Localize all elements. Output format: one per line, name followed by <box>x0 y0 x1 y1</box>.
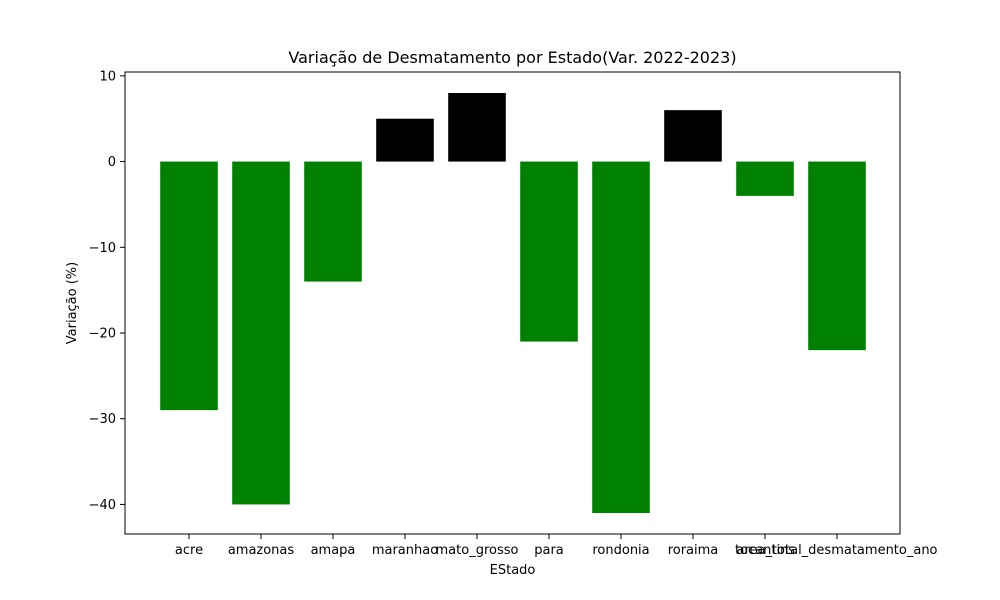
bar-acre <box>160 161 218 411</box>
y-tick-label: 10 <box>99 69 116 84</box>
chart-title: Variação de Desmatamento por Estado(Var.… <box>288 48 736 67</box>
bar-amazonas <box>232 161 290 505</box>
x-tick-label: para <box>534 543 564 558</box>
bar-mato_grosso <box>448 93 506 162</box>
x-tick-label: roraima <box>668 543 719 558</box>
bar-area_total_desmatamento_ano <box>808 161 866 351</box>
x-tick-label: amapa <box>311 543 356 558</box>
y-tick-label: −40 <box>89 498 116 513</box>
bar-roraima <box>664 110 722 162</box>
x-tick-label: rondonia <box>592 543 649 558</box>
bar-maranhao <box>376 118 434 162</box>
y-tick-label: −10 <box>89 241 116 256</box>
y-tick-label: 0 <box>108 155 116 170</box>
x-tick-label: acre <box>175 543 203 558</box>
x-axis-label: EStado <box>490 563 536 578</box>
y-tick-label: −30 <box>89 412 116 427</box>
x-tick-label: mato_grosso <box>436 543 519 558</box>
bar-para <box>520 161 578 342</box>
y-axis-ticks: −40 −30 −20 −10 0 10 <box>89 69 125 513</box>
y-axis-label: Variação (%) <box>65 262 80 344</box>
bar-tocantins <box>736 161 794 196</box>
bar-amapa <box>304 161 362 282</box>
bar-rondonia <box>592 161 650 513</box>
plot-frame <box>124 71 901 535</box>
y-tick-label: −20 <box>89 327 116 342</box>
x-tick-label: maranhao <box>372 543 438 558</box>
x-tick-label: area_total_desmatamento_ano <box>736 543 937 558</box>
bars-group <box>160 93 866 513</box>
x-tick-label: tocantins <box>735 543 795 558</box>
x-tick-label: amazonas <box>228 543 295 558</box>
